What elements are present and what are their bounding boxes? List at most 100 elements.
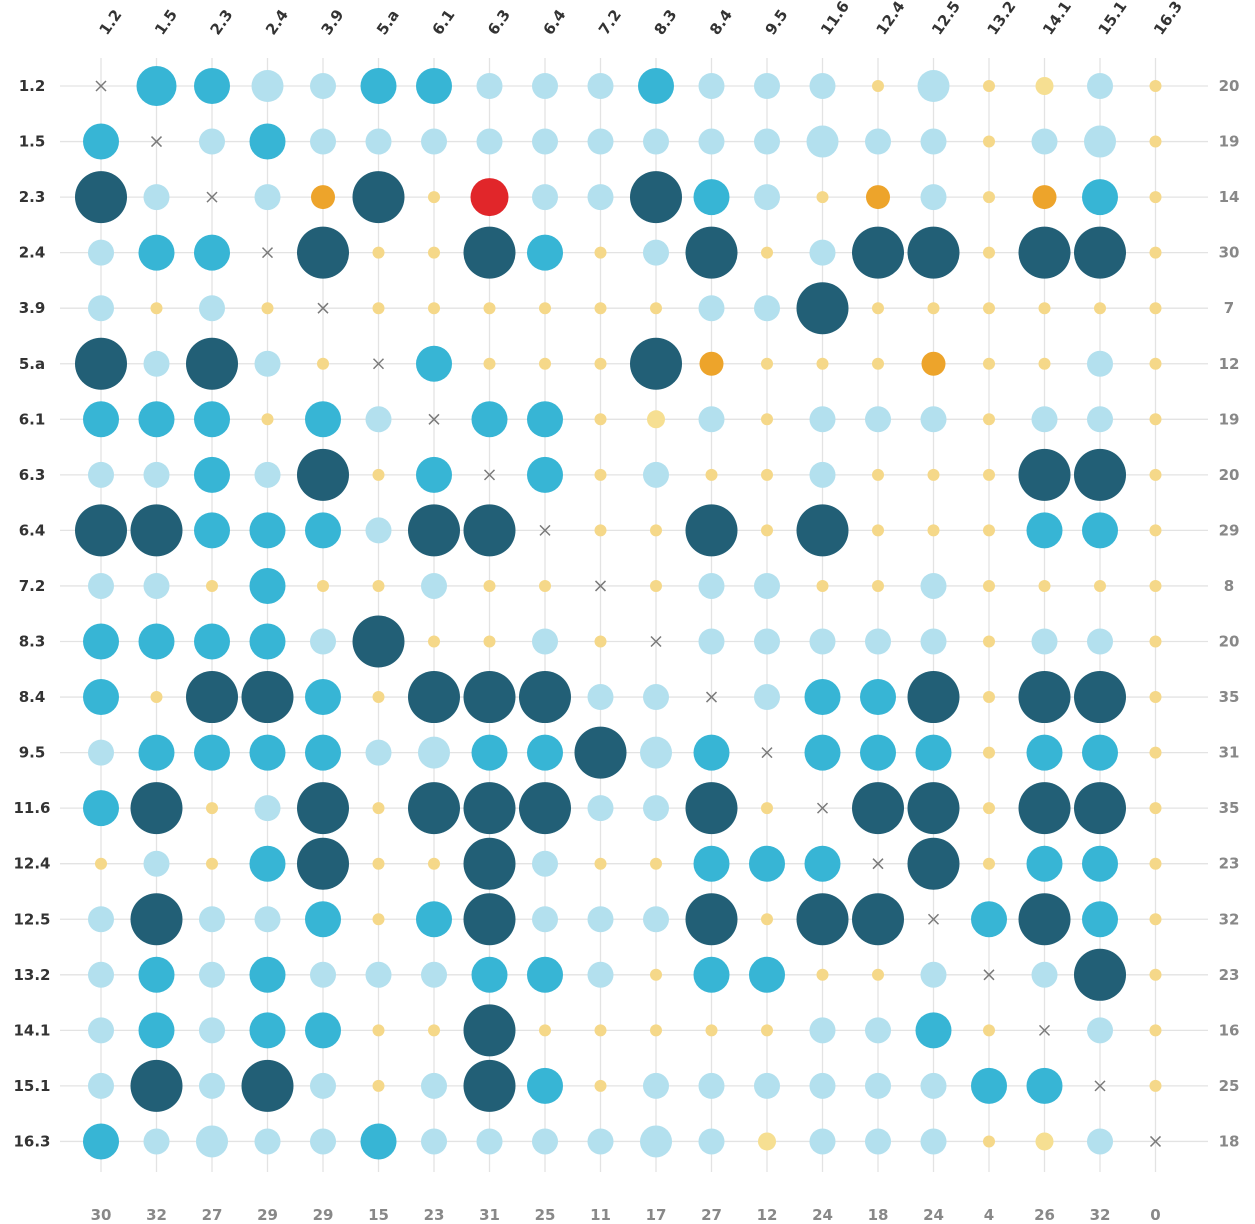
cell-3.9-12.4-bubble: [872, 302, 884, 315]
cell-3.9-16.3-bubble: [1149, 302, 1162, 315]
cell-14.1-2.3-bubble: [199, 1017, 225, 1044]
cell-12.5-1.5-bubble: [130, 893, 183, 946]
row-label-1.5: 1.5: [19, 133, 46, 151]
cell-6.1-6.3-bubble: [471, 401, 508, 438]
cell-6.4-12.5-bubble: [927, 524, 940, 537]
cell-8.4-5.a-bubble: [372, 691, 385, 704]
cell-5.a-1.5-bubble: [143, 350, 170, 377]
cell-6.1-2.4-bubble: [261, 413, 274, 426]
cell-12.5-13.2-bubble: [971, 901, 1007, 938]
cell-6.4-6.4-diagonal-marker: [539, 524, 551, 536]
cell-9.5-14.1-bubble: [1026, 734, 1063, 771]
column-total-2.3: 27: [202, 1206, 223, 1224]
cell-11.6-9.5-bubble: [761, 802, 773, 815]
cell-6.1-6.1-diagonal-marker: [428, 413, 440, 425]
row-total-2.4: 30: [1219, 244, 1240, 262]
cell-1.5-5.a-bubble: [365, 128, 392, 155]
row-total-15.1: 25: [1219, 1077, 1240, 1095]
row-total-12.5: 32: [1219, 910, 1240, 928]
cell-15.1-6.3-bubble: [463, 1059, 516, 1112]
cell-14.1-12.4-bubble: [865, 1017, 891, 1044]
cell-12.4-3.9-bubble: [297, 837, 349, 890]
cell-2.4-12.4-bubble: [852, 226, 904, 279]
cell-1.5-8.3-bubble: [643, 128, 669, 155]
cell-11.6-16.3-bubble: [1149, 802, 1162, 815]
cell-9.5-5.a-bubble: [365, 739, 392, 766]
cell-6.4-11.6-bubble: [796, 504, 849, 557]
cell-6.1-12.5-bubble: [920, 406, 947, 433]
diagonal-x-stroke: [1038, 1024, 1051, 1036]
cell-12.4-8.4-bubble: [693, 845, 730, 882]
cell-12.5-2.3-bubble: [199, 906, 225, 933]
cell-6.4-8.3-bubble: [650, 524, 662, 537]
cell-2.3-16.3-bubble: [1149, 191, 1162, 204]
cell-14.1-11.6-bubble: [809, 1017, 836, 1044]
column-label-9.5: 9.5: [762, 6, 792, 38]
diagonal-x-stroke: [1094, 1080, 1106, 1092]
cell-6.1-8.3-bubble: [647, 410, 665, 429]
cell-9.5-2.3-bubble: [194, 734, 230, 771]
column-total-7.2: 11: [590, 1206, 611, 1224]
cell-2.3-2.4-bubble: [254, 184, 281, 211]
cell-6.1-2.3-bubble: [194, 401, 230, 438]
cell-6.1-9.5-bubble: [761, 413, 773, 426]
cell-15.1-12.4-bubble: [865, 1072, 891, 1099]
column-total-5.a: 15: [368, 1206, 389, 1224]
cell-7.2-8.4-bubble: [698, 572, 725, 599]
cell-16.3-13.2-bubble: [983, 1135, 995, 1148]
cell-1.5-7.2-bubble: [587, 128, 614, 155]
cell-2.4-7.2-bubble: [594, 246, 607, 259]
diagonal-x-stroke: [483, 469, 496, 481]
cell-2.3-11.6-bubble: [816, 191, 829, 204]
cell-9.5-3.9-bubble: [305, 734, 341, 771]
cell-11.6-13.2-bubble: [983, 802, 995, 815]
cell-7.2-9.5-bubble: [754, 572, 780, 599]
row-label-6.1: 6.1: [19, 410, 46, 428]
column-label-7.2: 7.2: [595, 6, 625, 38]
cell-1.5-15.1-bubble: [1084, 125, 1116, 158]
cell-1.2-6.4-bubble: [532, 73, 558, 99]
cell-6.4-6.1-bubble: [408, 504, 460, 557]
cell-2.3-9.5-bubble: [754, 184, 780, 211]
cell-6.3-13.2-bubble: [983, 468, 995, 481]
cell-12.4-5.a-bubble: [372, 857, 385, 870]
diagonal-x-stroke: [927, 913, 940, 925]
row-total-8.4: 35: [1219, 688, 1240, 706]
cell-12.5-8.4-bubble: [685, 893, 738, 946]
cell-11.6-6.1-bubble: [408, 782, 460, 835]
cell-11.6-8.4-bubble: [685, 782, 738, 835]
cell-6.4-16.3-bubble: [1149, 524, 1162, 537]
column-label-16.3: 16.3: [1150, 0, 1186, 38]
cell-1.2-9.5-bubble: [754, 73, 780, 99]
cell-6.4-14.1-bubble: [1026, 512, 1063, 549]
cell-13.2-11.6-bubble: [816, 968, 829, 981]
column-total-3.9: 29: [313, 1206, 334, 1224]
cell-5.a-12.4-bubble: [872, 357, 884, 370]
cell-15.1-7.2-bubble: [594, 1079, 607, 1092]
cell-8.3-7.2-bubble: [594, 635, 607, 648]
cell-3.9-6.1-bubble: [428, 302, 440, 315]
cell-12.5-2.4-bubble: [254, 906, 281, 933]
row-label-2.4: 2.4: [19, 244, 46, 262]
diagonal-x-stroke: [539, 524, 551, 536]
cell-1.5-3.9-bubble: [310, 128, 336, 155]
cell-9.5-11.6-bubble: [804, 734, 841, 771]
cell-5.a-9.5-bubble: [761, 357, 773, 370]
cell-6.4-6.3-bubble: [463, 504, 516, 557]
column-total-6.3: 31: [479, 1206, 500, 1224]
column-label-12.4: 12.4: [873, 0, 909, 38]
cell-6.3-5.a-bubble: [372, 468, 385, 481]
cell-6.1-5.a-bubble: [365, 406, 392, 433]
cell-16.3-9.5-bubble: [758, 1132, 776, 1151]
cell-14.1-12.5-bubble: [915, 1012, 952, 1049]
column-label-1.5: 1.5: [151, 6, 181, 38]
column-label-13.2: 13.2: [984, 0, 1020, 38]
cell-13.2-1.5-bubble: [138, 956, 175, 993]
cell-13.2-15.1-bubble: [1074, 948, 1126, 1001]
cell-9.5-13.2-bubble: [983, 746, 995, 759]
cell-2.4-15.1-bubble: [1074, 226, 1126, 279]
cell-1.2-12.5-bubble: [917, 70, 950, 102]
cell-1.2-12.4-bubble: [872, 80, 884, 92]
diagonal-x-stroke: [594, 580, 607, 592]
row-total-9.5: 31: [1219, 744, 1240, 762]
